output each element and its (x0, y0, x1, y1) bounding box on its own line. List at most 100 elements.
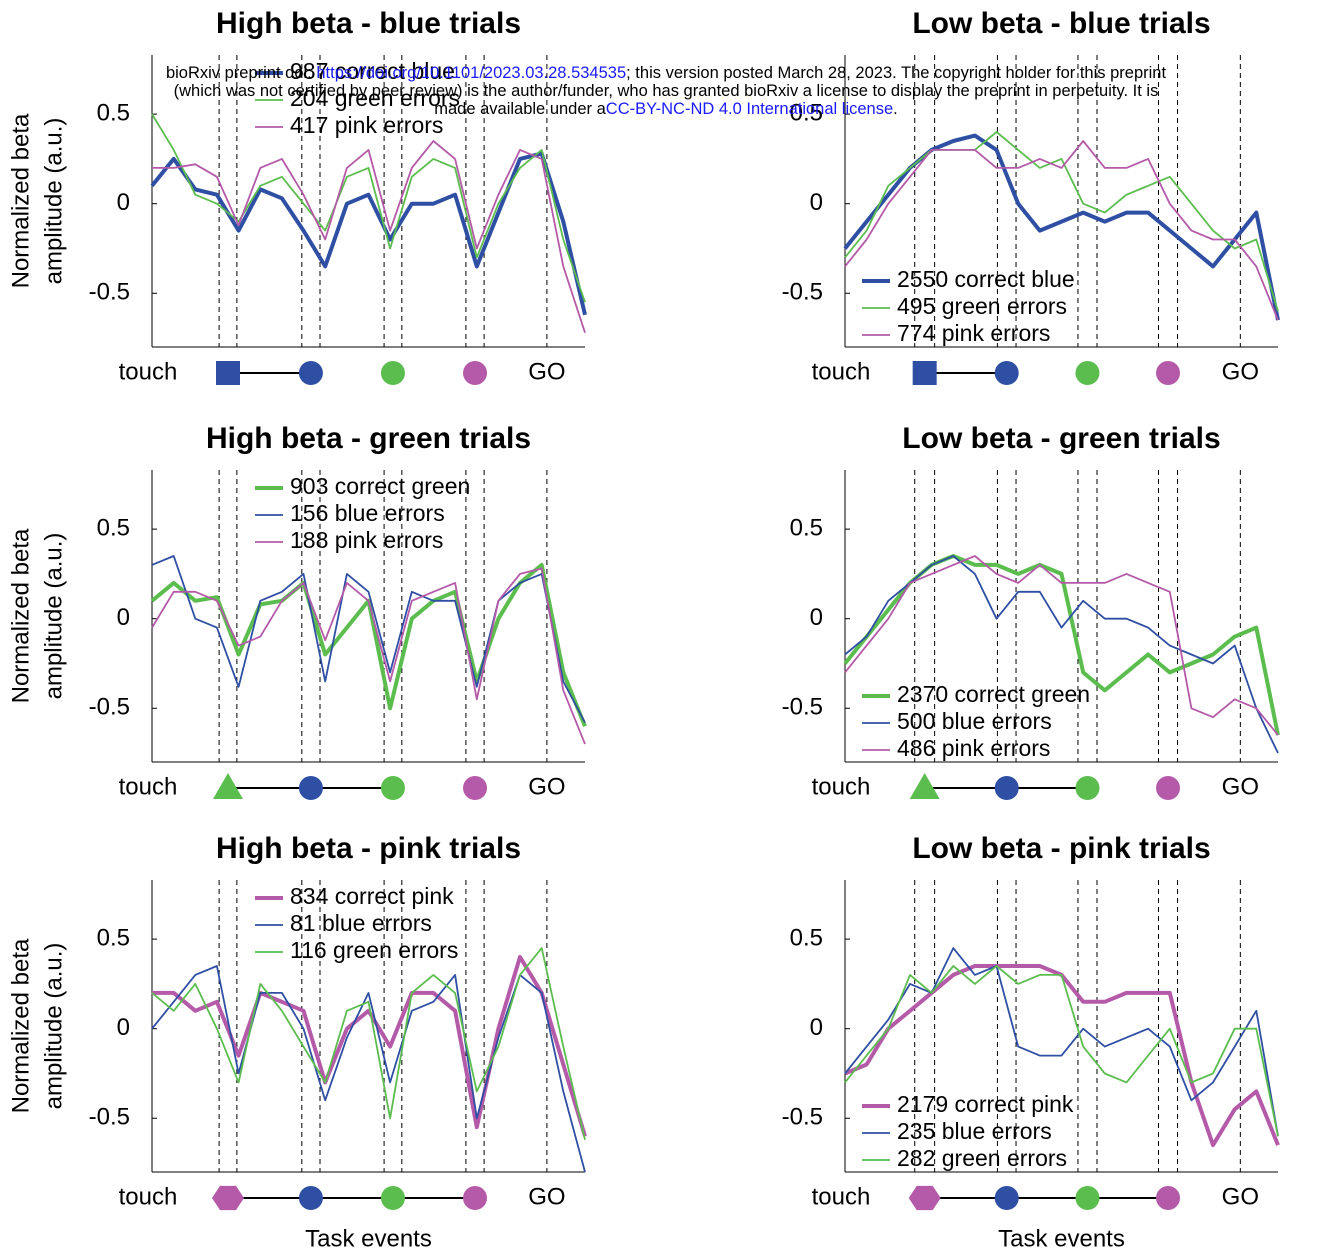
event-marker (994, 776, 1019, 800)
legend-label: 834 correct pink (290, 883, 454, 909)
event-marker (380, 361, 405, 385)
x-axis-label: Task events (305, 1225, 432, 1252)
y-tick-label: 0.5 (97, 514, 130, 541)
event-marker (298, 1186, 323, 1210)
legend-label: 204 green errors (290, 85, 460, 111)
event-marker (1075, 1186, 1100, 1210)
series-line (150, 562, 587, 727)
chart-title: High beta - pink trials (216, 832, 521, 865)
header-text: made available under a (434, 100, 606, 118)
chart-title: Low beta - green trials (902, 422, 1220, 455)
event-marker (215, 361, 240, 385)
y-tick-label: 0.5 (97, 924, 130, 951)
event-marker (212, 1185, 244, 1211)
y-tick-label: 0 (117, 189, 130, 216)
event-marker (909, 773, 940, 799)
header-text: bioRxiv preprint doi: (165, 64, 317, 82)
event-marker (1156, 1186, 1181, 1210)
license-link[interactable]: CC-BY-NC-ND 4.0 International license (605, 100, 894, 118)
y-axis-label: amplitude (a.u.) (40, 118, 67, 285)
event-marker (1075, 776, 1100, 800)
event-label: GO (528, 773, 565, 800)
y-tick-label: 0 (810, 189, 823, 216)
series-line (844, 131, 1279, 312)
event-marker (1156, 776, 1181, 800)
legend-label: 235 blue errors (897, 1118, 1052, 1144)
y-axis-label: amplitude (a.u.) (40, 943, 67, 1110)
event-marker (994, 1186, 1019, 1210)
legend-label: 417 pink errors (290, 112, 443, 138)
legend-label: 188 pink errors (290, 527, 443, 553)
y-tick-label: 0 (810, 1014, 823, 1041)
y-tick-label: -0.5 (782, 1104, 823, 1131)
chart-title: Low beta - pink trials (912, 832, 1210, 865)
series-line (844, 555, 1279, 736)
x-axis-label: Task events (998, 1225, 1125, 1252)
event-marker (380, 1186, 405, 1210)
event-label: touch (119, 1183, 178, 1210)
y-tick-label: 0 (117, 1014, 130, 1041)
y-axis-label: Normalized beta (7, 113, 34, 288)
y-tick-label: 0.5 (97, 99, 130, 126)
header-line: (which was not certified by peer review)… (173, 82, 1159, 100)
legend-label: 987 correct blue (290, 58, 455, 84)
y-axis-label: Normalized beta (7, 938, 34, 1113)
y-axis-label: Normalized beta (7, 528, 34, 703)
event-marker (212, 773, 243, 799)
event-marker (463, 361, 488, 385)
y-tick-label: 0 (810, 604, 823, 631)
legend-label: 495 green errors (897, 293, 1067, 319)
event-marker (908, 1185, 941, 1211)
series-line (844, 140, 1279, 321)
y-tick-label: -0.5 (782, 279, 823, 306)
series-line (152, 140, 586, 333)
event-marker (912, 361, 937, 385)
event-marker (380, 776, 405, 800)
legend-label: 500 blue errors (897, 708, 1052, 734)
legend-label: 2179 correct pink (897, 1091, 1074, 1117)
y-tick-label: 0.5 (790, 514, 823, 541)
y-tick-label: 0 (117, 604, 130, 631)
event-label: touch (119, 358, 178, 385)
event-label: GO (528, 1183, 565, 1210)
legend-label: 156 blue errors (290, 500, 445, 526)
event-marker (463, 1186, 488, 1210)
chart-title: High beta - blue trials (216, 7, 521, 40)
event-label: touch (812, 358, 871, 385)
event-label: GO (528, 358, 565, 385)
event-marker (1075, 361, 1100, 385)
y-tick-label: -0.5 (782, 694, 823, 721)
legend-label: 2370 correct green (897, 681, 1090, 707)
event-label: GO (1222, 773, 1259, 800)
header-text: ; this version posted March 28, 2023. Th… (626, 64, 1167, 82)
y-tick-label: 0.5 (790, 99, 823, 126)
event-marker (1156, 361, 1181, 385)
legend-label: 903 correct green (290, 473, 470, 499)
event-marker (298, 776, 323, 800)
legend-label: 2550 correct blue (897, 266, 1075, 292)
series-line (844, 947, 1279, 1137)
series-line (151, 567, 586, 745)
series-line (151, 965, 586, 1173)
event-label: touch (119, 773, 178, 800)
series-line (151, 555, 586, 724)
chart-title: High beta - green trials (206, 422, 531, 455)
event-marker (298, 361, 323, 385)
event-marker (994, 361, 1019, 385)
series-line (151, 947, 586, 1141)
y-tick-label: -0.5 (89, 1104, 130, 1131)
legend-label: 116 green errors (290, 937, 458, 963)
event-label: GO (1222, 358, 1259, 385)
y-tick-label: -0.5 (89, 279, 130, 306)
doi-link[interactable]: https://doi.org/10.1101/2023.03.28.53453… (316, 64, 627, 82)
legend-label: 774 pink errors (897, 320, 1050, 346)
event-label: GO (1222, 1183, 1259, 1210)
legend-label: 282 green errors (897, 1145, 1067, 1171)
legend-label: 81 blue errors (290, 910, 432, 936)
event-label: touch (812, 1183, 871, 1210)
header-line: bioRxiv preprint doi: https://doi.org/10… (0, 64, 1332, 82)
series-line (844, 555, 1279, 754)
series-line (150, 151, 587, 316)
